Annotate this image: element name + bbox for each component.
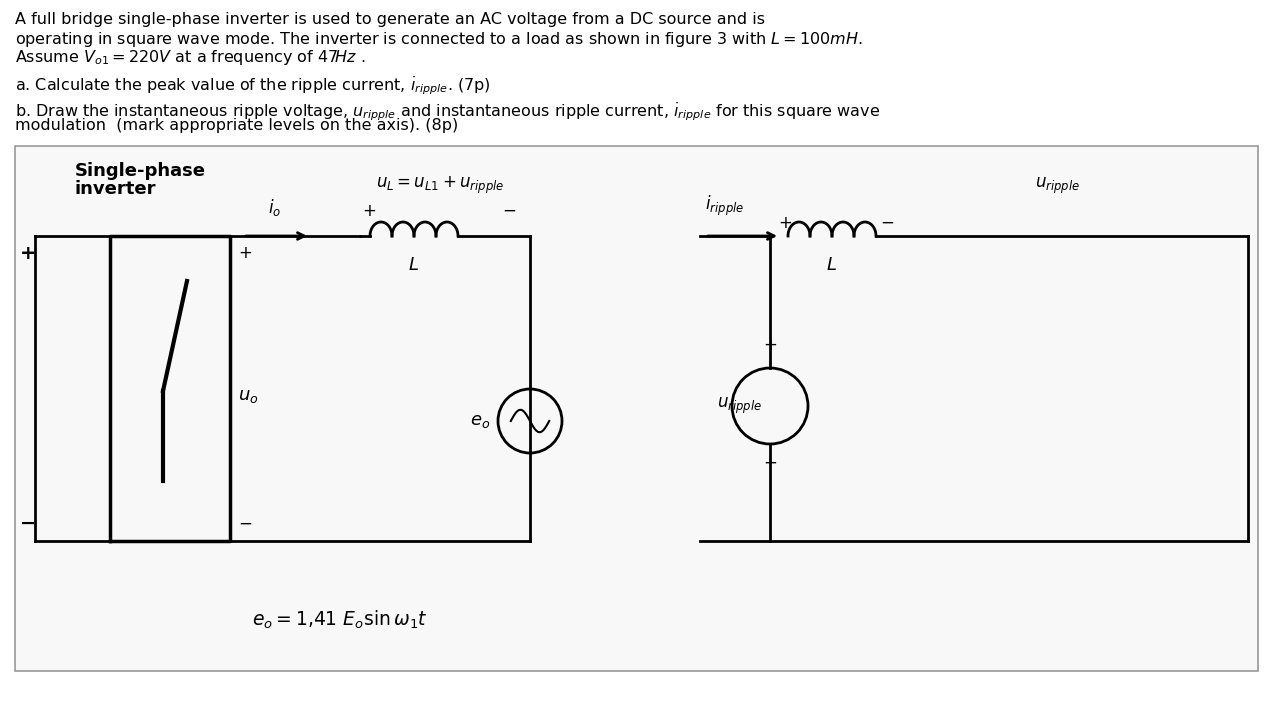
- Text: −: −: [880, 214, 894, 232]
- Text: L: L: [409, 256, 419, 274]
- Text: $u_L = u_{L1} + u_{ripple}$: $u_L = u_{L1} + u_{ripple}$: [376, 175, 504, 196]
- Text: A full bridge single-phase inverter is used to generate an AC voltage from a DC : A full bridge single-phase inverter is u…: [15, 12, 765, 27]
- Text: $i_o$: $i_o$: [269, 197, 281, 218]
- Text: +: +: [778, 214, 792, 232]
- Text: L: L: [827, 256, 838, 274]
- Text: operating in square wave mode. The inverter is connected to a load as shown in f: operating in square wave mode. The inver…: [15, 30, 863, 49]
- Text: modulation  (mark appropriate levels on the axis). (8p): modulation (mark appropriate levels on t…: [15, 118, 458, 133]
- Text: b. Draw the instantaneous ripple voltage, $u_{ripple}$ and instantaneous ripple : b. Draw the instantaneous ripple voltage…: [15, 100, 880, 123]
- Text: $i_{ripple}$: $i_{ripple}$: [705, 194, 745, 218]
- Text: $u_{ripple}$: $u_{ripple}$: [1035, 176, 1081, 196]
- Text: +: +: [362, 202, 376, 220]
- Text: −: −: [238, 515, 252, 533]
- Text: Assume $V_{o1} = 220V$ at a frequency of $47Hz$ .: Assume $V_{o1} = 220V$ at a frequency of…: [15, 48, 365, 67]
- Text: $u_{ripple}$: $u_{ripple}$: [717, 396, 763, 416]
- Text: +: +: [238, 244, 252, 262]
- Text: +: +: [763, 336, 777, 354]
- Text: $e_o$: $e_o$: [470, 412, 490, 430]
- Text: $u_o$: $u_o$: [238, 387, 258, 405]
- Text: −: −: [763, 454, 777, 472]
- Text: −: −: [20, 514, 37, 533]
- Text: $e_o{=}1{,}41\ E_o\sin\omega_1 t$: $e_o{=}1{,}41\ E_o\sin\omega_1 t$: [252, 608, 428, 631]
- Text: inverter: inverter: [75, 180, 157, 198]
- Bar: [15, 146, 1258, 671]
- Text: a. Calculate the peak value of the ripple current, $\dot{\imath}_{ripple}$. (7p): a. Calculate the peak value of the rippl…: [15, 74, 491, 97]
- Text: Single-phase: Single-phase: [75, 162, 206, 180]
- Text: +: +: [20, 244, 37, 263]
- Text: −: −: [502, 202, 516, 220]
